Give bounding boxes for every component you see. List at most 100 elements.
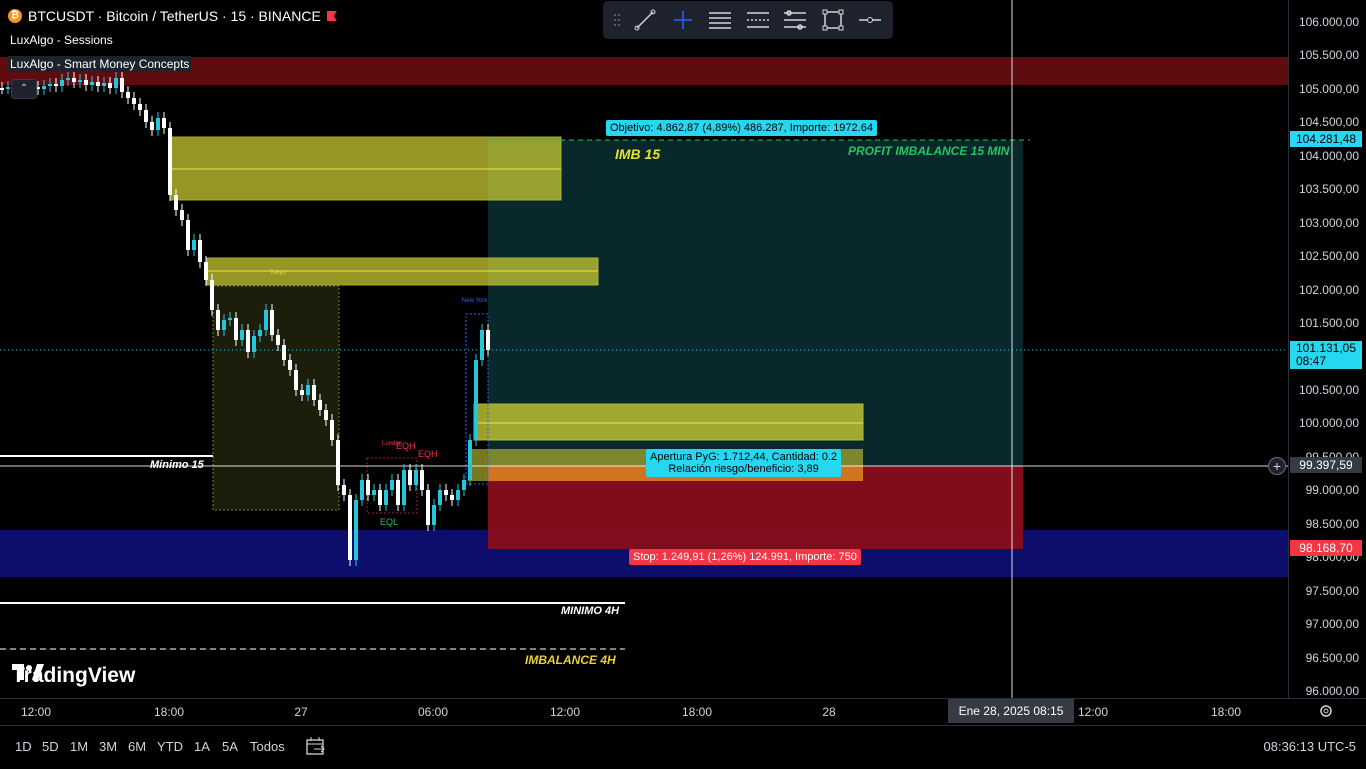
time-axis-label: 12:00 [20, 705, 52, 719]
candle-body [378, 490, 382, 505]
regression-icon[interactable] [777, 1, 814, 39]
candle-body [102, 83, 106, 86]
bitcoin-icon: ₿ [8, 9, 22, 23]
session-label-london: London [382, 441, 403, 447]
imbalance-box-3 [473, 403, 864, 441]
price-axis-label: 99.000,00 [1305, 483, 1359, 498]
candle-body [300, 390, 304, 395]
flag-icon[interactable] [326, 11, 337, 21]
price-axis-label: 96.500,00 [1305, 650, 1359, 665]
price-axis-label: 100.000,00 [1298, 416, 1359, 431]
range-button[interactable]: 5D [42, 739, 59, 754]
settings-gear-icon[interactable] [1319, 704, 1333, 718]
price-axis-label: 106.000,00 [1298, 15, 1359, 29]
symbol-legend[interactable]: ₿ BTCUSDT · Bitcoin / TetherUS · 15 · BI… [8, 8, 337, 24]
rectangle-icon[interactable] [814, 1, 851, 39]
candle-body [132, 98, 136, 104]
date-range-icon[interactable] [305, 736, 327, 756]
price-chart[interactable] [0, 0, 1288, 698]
candle-body [240, 330, 244, 340]
time-axis[interactable]: 12:00 18:00 27 06:00 12:00 18:00 28 12:00 18:00 … [0, 698, 1366, 725]
candle-body [462, 480, 466, 490]
imb-15-label: IMB 15 [615, 146, 661, 162]
current-price-tag: 101.131,05 08:47 [1290, 341, 1362, 369]
trend-line-icon[interactable] [627, 1, 664, 39]
fib-icon[interactable] [739, 1, 776, 39]
candle-body [108, 83, 112, 88]
candle-body [66, 78, 70, 80]
candle-body [264, 310, 268, 330]
range-button[interactable]: Todos [250, 739, 285, 754]
parallel-channel-icon[interactable] [702, 1, 739, 39]
current-price-value: 101.131,05 [1295, 341, 1357, 355]
candle-body [480, 330, 484, 360]
session-label-tokyo: Tokyo [270, 270, 286, 276]
candle-body [42, 86, 46, 89]
minimo-15-label: Minimo 15 [150, 459, 204, 471]
candle-body [336, 440, 340, 485]
session-box-london [366, 457, 418, 514]
crosshair-icon[interactable] [664, 1, 701, 39]
entry-label[interactable]: Apertura PyG: 1.712,44, Cantidad: 0.2 Re… [646, 449, 842, 477]
candle-body [276, 335, 280, 345]
candle-body [84, 80, 88, 85]
candle-body [126, 92, 130, 98]
candle-body [222, 320, 226, 330]
candle-body [180, 210, 184, 220]
range-button[interactable]: 1D [15, 739, 32, 754]
time-axis-label: 12:00 [549, 705, 581, 719]
candle-body [0, 88, 4, 90]
drawing-toolbar[interactable] [603, 1, 893, 39]
candle-body [120, 78, 124, 92]
candlestick-series [0, 72, 490, 566]
candle-body [210, 280, 214, 310]
candle-body [144, 110, 148, 122]
candle-body [6, 87, 10, 89]
indicator-smc[interactable]: LuxAlgo - Smart Money Concepts [8, 56, 192, 72]
range-button[interactable]: 5A [222, 739, 238, 754]
session-label-newyork: New York [462, 298, 488, 304]
candle-body [216, 310, 220, 330]
price-axis-label: 97.000,00 [1305, 617, 1359, 632]
collapse-legend-button[interactable]: ⌃ [11, 79, 37, 99]
candle-body [360, 480, 364, 500]
horizontal-line-icon[interactable] [852, 1, 889, 39]
price-axis-label: 104.000,00 [1298, 148, 1359, 163]
price-axis-label: 100.500,00 [1298, 382, 1359, 397]
candle-body [192, 240, 196, 250]
candle-body [72, 78, 76, 82]
candle-body [402, 470, 406, 505]
candle-body [48, 84, 52, 86]
candle-body [390, 480, 394, 490]
range-button[interactable]: 1A [194, 739, 210, 754]
candle-body [342, 485, 346, 495]
indicator-sessions[interactable]: LuxAlgo - Sessions [10, 33, 113, 47]
candle-body [138, 104, 142, 110]
tradingview-logo[interactable]: TradingView [12, 664, 135, 688]
add-alert-icon[interactable]: + [1268, 457, 1286, 475]
minimo-4h-label: MINIMO 4H [561, 605, 620, 617]
candle-body [294, 370, 298, 390]
imbalance-4h-label: IMBALANCE 4H [525, 653, 616, 667]
range-button[interactable]: YTD [157, 739, 183, 754]
candle-body [414, 470, 418, 485]
chart-canvas[interactable]: ₿ BTCUSDT · Bitcoin / TetherUS · 15 · BI… [0, 0, 1288, 698]
candle-body [486, 330, 490, 350]
stop-label[interactable]: Stop: 1.249,91 (1,26%) 124.991, Importe:… [629, 549, 861, 565]
candle-body [270, 310, 274, 335]
drag-handle-icon[interactable] [607, 1, 627, 39]
clock[interactable]: 08:36:13 UTC-5 [1263, 739, 1357, 754]
range-button[interactable]: 1M [70, 739, 89, 754]
range-button[interactable]: 6M [128, 739, 147, 754]
candle-body [252, 336, 256, 352]
time-axis-label: 06:00 [417, 705, 449, 719]
range-button[interactable]: 3M [99, 739, 118, 754]
candle-body [36, 87, 40, 89]
stop-price-tag: 98.168,70 [1290, 540, 1362, 556]
supply-zone [0, 57, 1288, 85]
candle-body [96, 82, 100, 86]
candle-body [228, 318, 232, 320]
target-label[interactable]: Objetivo: 4.862,87 (4,89%) 486.287, Impo… [606, 120, 877, 136]
time-axis-label: 18:00 [153, 705, 185, 719]
candle-body [306, 385, 310, 395]
